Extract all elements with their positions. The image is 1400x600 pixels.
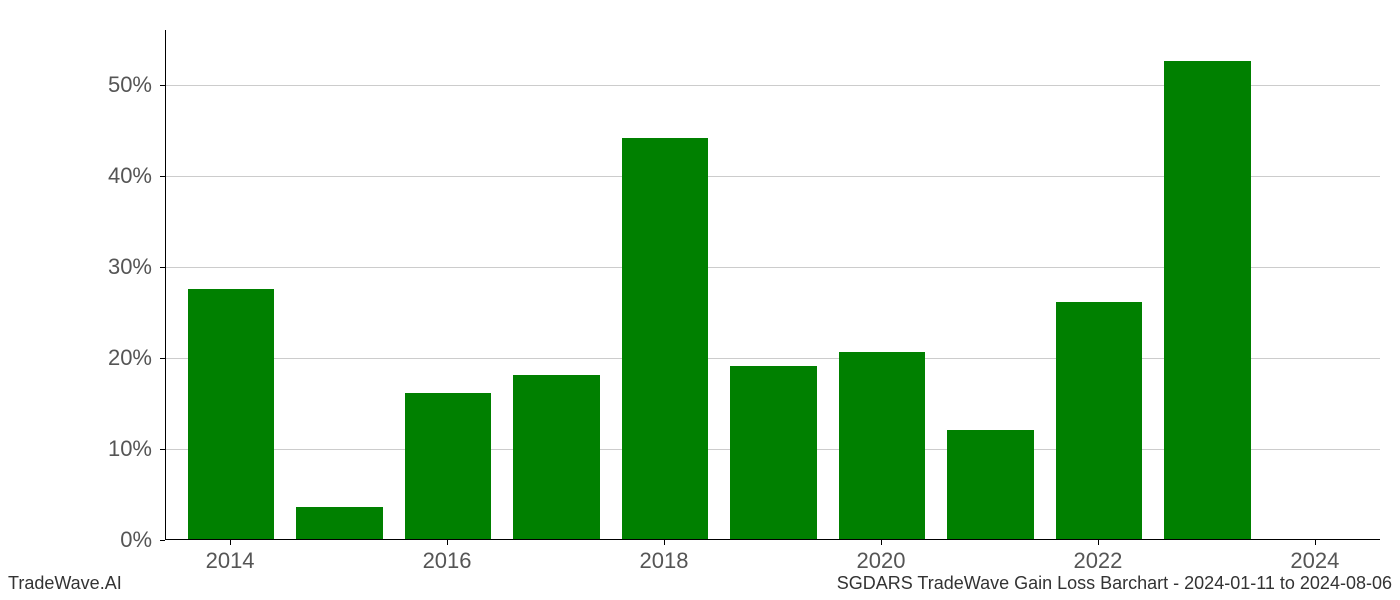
bar (839, 352, 926, 539)
bar (1056, 302, 1143, 539)
bar (296, 507, 383, 539)
x-tick-label: 2014 (206, 548, 255, 574)
bar (513, 375, 600, 539)
footer-left-text: TradeWave.AI (8, 573, 122, 594)
bar (947, 430, 1034, 539)
y-tick-label: 0% (52, 527, 152, 553)
bar (188, 289, 275, 539)
y-tick-mark (160, 449, 165, 450)
y-tick-label: 10% (52, 436, 152, 462)
x-tick-mark (664, 540, 665, 545)
x-tick-mark (1315, 540, 1316, 545)
x-tick-label: 2018 (640, 548, 689, 574)
bar (405, 393, 492, 539)
y-tick-mark (160, 358, 165, 359)
bar (622, 138, 709, 539)
x-tick-label: 2024 (1290, 548, 1339, 574)
x-tick-label: 2020 (856, 548, 905, 574)
plot-area (165, 30, 1380, 540)
x-tick-mark (881, 540, 882, 545)
y-tick-mark (160, 85, 165, 86)
y-tick-label: 40% (52, 163, 152, 189)
bar (730, 366, 817, 539)
x-tick-label: 2016 (423, 548, 472, 574)
y-tick-label: 30% (52, 254, 152, 280)
y-tick-mark (160, 267, 165, 268)
chart-area (165, 30, 1380, 540)
y-tick-mark (160, 540, 165, 541)
y-tick-label: 50% (52, 72, 152, 98)
bar (1164, 61, 1251, 539)
x-tick-mark (1098, 540, 1099, 545)
x-tick-mark (230, 540, 231, 545)
footer-right-text: SGDARS TradeWave Gain Loss Barchart - 20… (837, 573, 1392, 594)
x-tick-mark (447, 540, 448, 545)
y-tick-mark (160, 176, 165, 177)
y-tick-label: 20% (52, 345, 152, 371)
x-tick-label: 2022 (1073, 548, 1122, 574)
